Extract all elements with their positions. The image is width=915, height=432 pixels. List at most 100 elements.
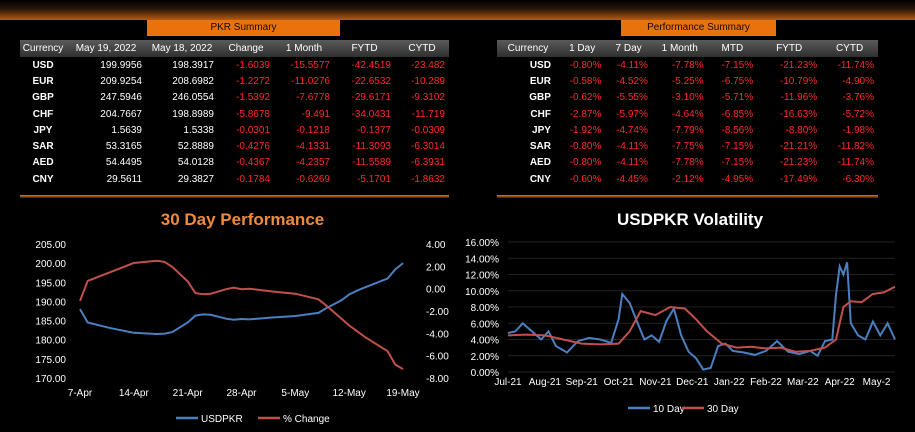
table-row: CHF 204.7667 198.8989 -5.8678 -9.491 -34.0431… — [20, 106, 449, 122]
table-row: GBP -0.62% -5.55% -3.10% -5.71% -11.96% -3.76% — [497, 90, 878, 106]
pkr-summary-table: Currency May 19, 2022 May 18, 2022 Change 1 … — [20, 40, 449, 187]
table-cell: -29.6171 — [351, 92, 391, 104]
table-row: EUR -0.58% -4.52% -5.25% -6.75% -10.79% -4.90% — [497, 73, 878, 89]
table-cell: -10.79% — [779, 75, 818, 87]
table-cell: -5.97% — [616, 108, 648, 120]
table-cell: -11.719 — [411, 108, 445, 120]
table-cell: -4.74% — [616, 124, 648, 136]
pkr-summary-header-strip — [20, 40, 449, 57]
table-cell: -5.25% — [671, 75, 704, 87]
table-cell: 198.8989 — [172, 108, 214, 120]
x-tick-label: Jan-22 — [714, 377, 745, 388]
y-tick-label: 180.00 — [35, 336, 66, 347]
table-cell: -21.23% — [779, 157, 818, 169]
y-tick-label: 195.00 — [35, 278, 66, 289]
table-cell: -9.3102 — [411, 92, 445, 104]
table-cell: -10.289 — [411, 75, 445, 87]
table-row: CNY -0.60% -4.45% -2.12% -4.95% -17.49% -6.30% — [497, 171, 878, 187]
table-cell: -15.5577 — [290, 59, 330, 71]
perf-header-2: 7 Day — [615, 43, 642, 54]
chart-30-day-performance: 205.00 200.00 195.00 190.00 185.00 180.00 175.… — [35, 240, 449, 425]
table-cell: -11.5589 — [352, 157, 391, 169]
x-tick-label: 5-May — [281, 388, 309, 399]
table-cell: -0.1377 — [357, 124, 391, 136]
table-row: CNY 29.5611 29.3827 -0.1784 -0.6269 -5.1701 -1… — [20, 171, 449, 187]
y-tick-label: 14.00% — [465, 254, 499, 265]
table-cell: -0.0309 — [411, 124, 445, 136]
table-cell: 198.3917 — [172, 59, 214, 71]
table-row: CHF -2.87% -5.97% -4.64% -6.85% -16.63% -5.72% — [497, 106, 878, 122]
table-cell: -4.64% — [671, 108, 704, 120]
currency-code: JPY — [33, 124, 53, 136]
perf-header-4: MTD — [721, 43, 744, 54]
y-tick-label: 16.00% — [465, 238, 499, 249]
table-cell: -8.80% — [785, 124, 818, 136]
table-cell: -11.3093 — [352, 141, 391, 153]
performance-summary-header-row: Currency 1 Day 7 Day 1 Month MTD FYTD CYTD — [497, 40, 878, 57]
table-cell: -5.72% — [842, 108, 874, 120]
table-cell: -8.56% — [721, 124, 754, 136]
legend-label: USDPKR — [201, 414, 243, 425]
table-row: EUR 209.9254 208.6982 -1.2272 -11.0276 -22.65… — [20, 73, 449, 89]
table-cell: 29.3827 — [177, 173, 214, 185]
table-cell: 54.0128 — [177, 157, 214, 169]
table-cell: 54.4495 — [105, 157, 142, 169]
series-line-30-day — [507, 285, 896, 353]
table-cell: -3.10% — [671, 92, 704, 104]
table-cell: -0.4276 — [236, 141, 270, 153]
y2-tick-label: 0.00 — [426, 285, 446, 296]
perf-header-0: Currency — [507, 43, 549, 54]
table-row: USD -0.80% -4.11% -7.78% -7.15% -21.23% -11.74… — [497, 57, 878, 73]
table-cell: -2.12% — [671, 173, 704, 185]
pkr-header-4: 1 Month — [285, 43, 323, 54]
table-cell: -0.80% — [569, 157, 602, 169]
table-cell: -3.76% — [842, 92, 874, 104]
table-cell: 208.6982 — [172, 75, 214, 87]
x-tick-label: Mar-22 — [787, 377, 819, 388]
table-cell: -22.6532 — [351, 75, 391, 87]
currency-code: USD — [529, 59, 551, 71]
x-tick-label: 7-Apr — [68, 388, 93, 399]
table-cell: -7.15% — [721, 59, 754, 71]
x-tick-label: 12-May — [332, 388, 365, 399]
table-cell: -4.2357 — [296, 157, 330, 169]
table-cell: -11.74% — [837, 59, 874, 71]
table-cell: -7.78% — [671, 59, 704, 71]
x-tick-label: Dec-21 — [676, 377, 709, 388]
table-cell: 53.3165 — [105, 141, 142, 153]
table-cell: -4.52% — [616, 75, 648, 87]
y2-tick-label: -2.00 — [426, 307, 449, 318]
table-cell: 1.5639 — [111, 124, 142, 136]
currency-code: EUR — [32, 75, 54, 87]
y-tick-label: 0.00% — [471, 368, 499, 379]
perf-header-5: FYTD — [776, 43, 803, 54]
table-cell: -34.0431 — [351, 108, 391, 120]
table-cell: -1.98% — [842, 124, 874, 136]
table-cell: -16.63% — [779, 108, 818, 120]
table-cell: -5.1701 — [357, 173, 391, 185]
table-cell: -0.58% — [569, 75, 602, 87]
pkr-summary-bottom-border — [20, 195, 449, 198]
table-cell: -0.80% — [569, 59, 602, 71]
table-cell: 246.0554 — [172, 92, 214, 104]
table-cell: 209.9254 — [100, 75, 142, 87]
table-cell: -0.62% — [569, 92, 602, 104]
table-cell: -2.87% — [569, 108, 602, 120]
table-cell: -1.5392 — [236, 92, 270, 104]
x-tick-label: Aug-21 — [529, 377, 562, 388]
table-cell: -6.75% — [721, 75, 754, 87]
y2-tick-label: -8.00 — [426, 374, 449, 385]
pkr-header-0: Currency — [22, 43, 64, 54]
performance-summary-header-strip — [497, 40, 878, 57]
table-cell: -1.92% — [569, 124, 602, 136]
table-cell: -1.6039 — [236, 59, 270, 71]
chart-title-volatility: USDPKR Volatility — [616, 210, 764, 229]
x-tick-label: Feb-22 — [750, 377, 782, 388]
table-cell: -0.1784 — [236, 173, 270, 185]
table-cell: -1.8632 — [411, 173, 445, 185]
table-cell: -21.23% — [779, 59, 818, 71]
x-tick-label: 19-May — [386, 388, 419, 399]
pkr-summary-header-row: Currency May 19, 2022 May 18, 2022 Change 1 … — [20, 40, 449, 57]
perf-header-6: CYTD — [835, 43, 864, 54]
table-cell: -0.80% — [569, 141, 602, 153]
